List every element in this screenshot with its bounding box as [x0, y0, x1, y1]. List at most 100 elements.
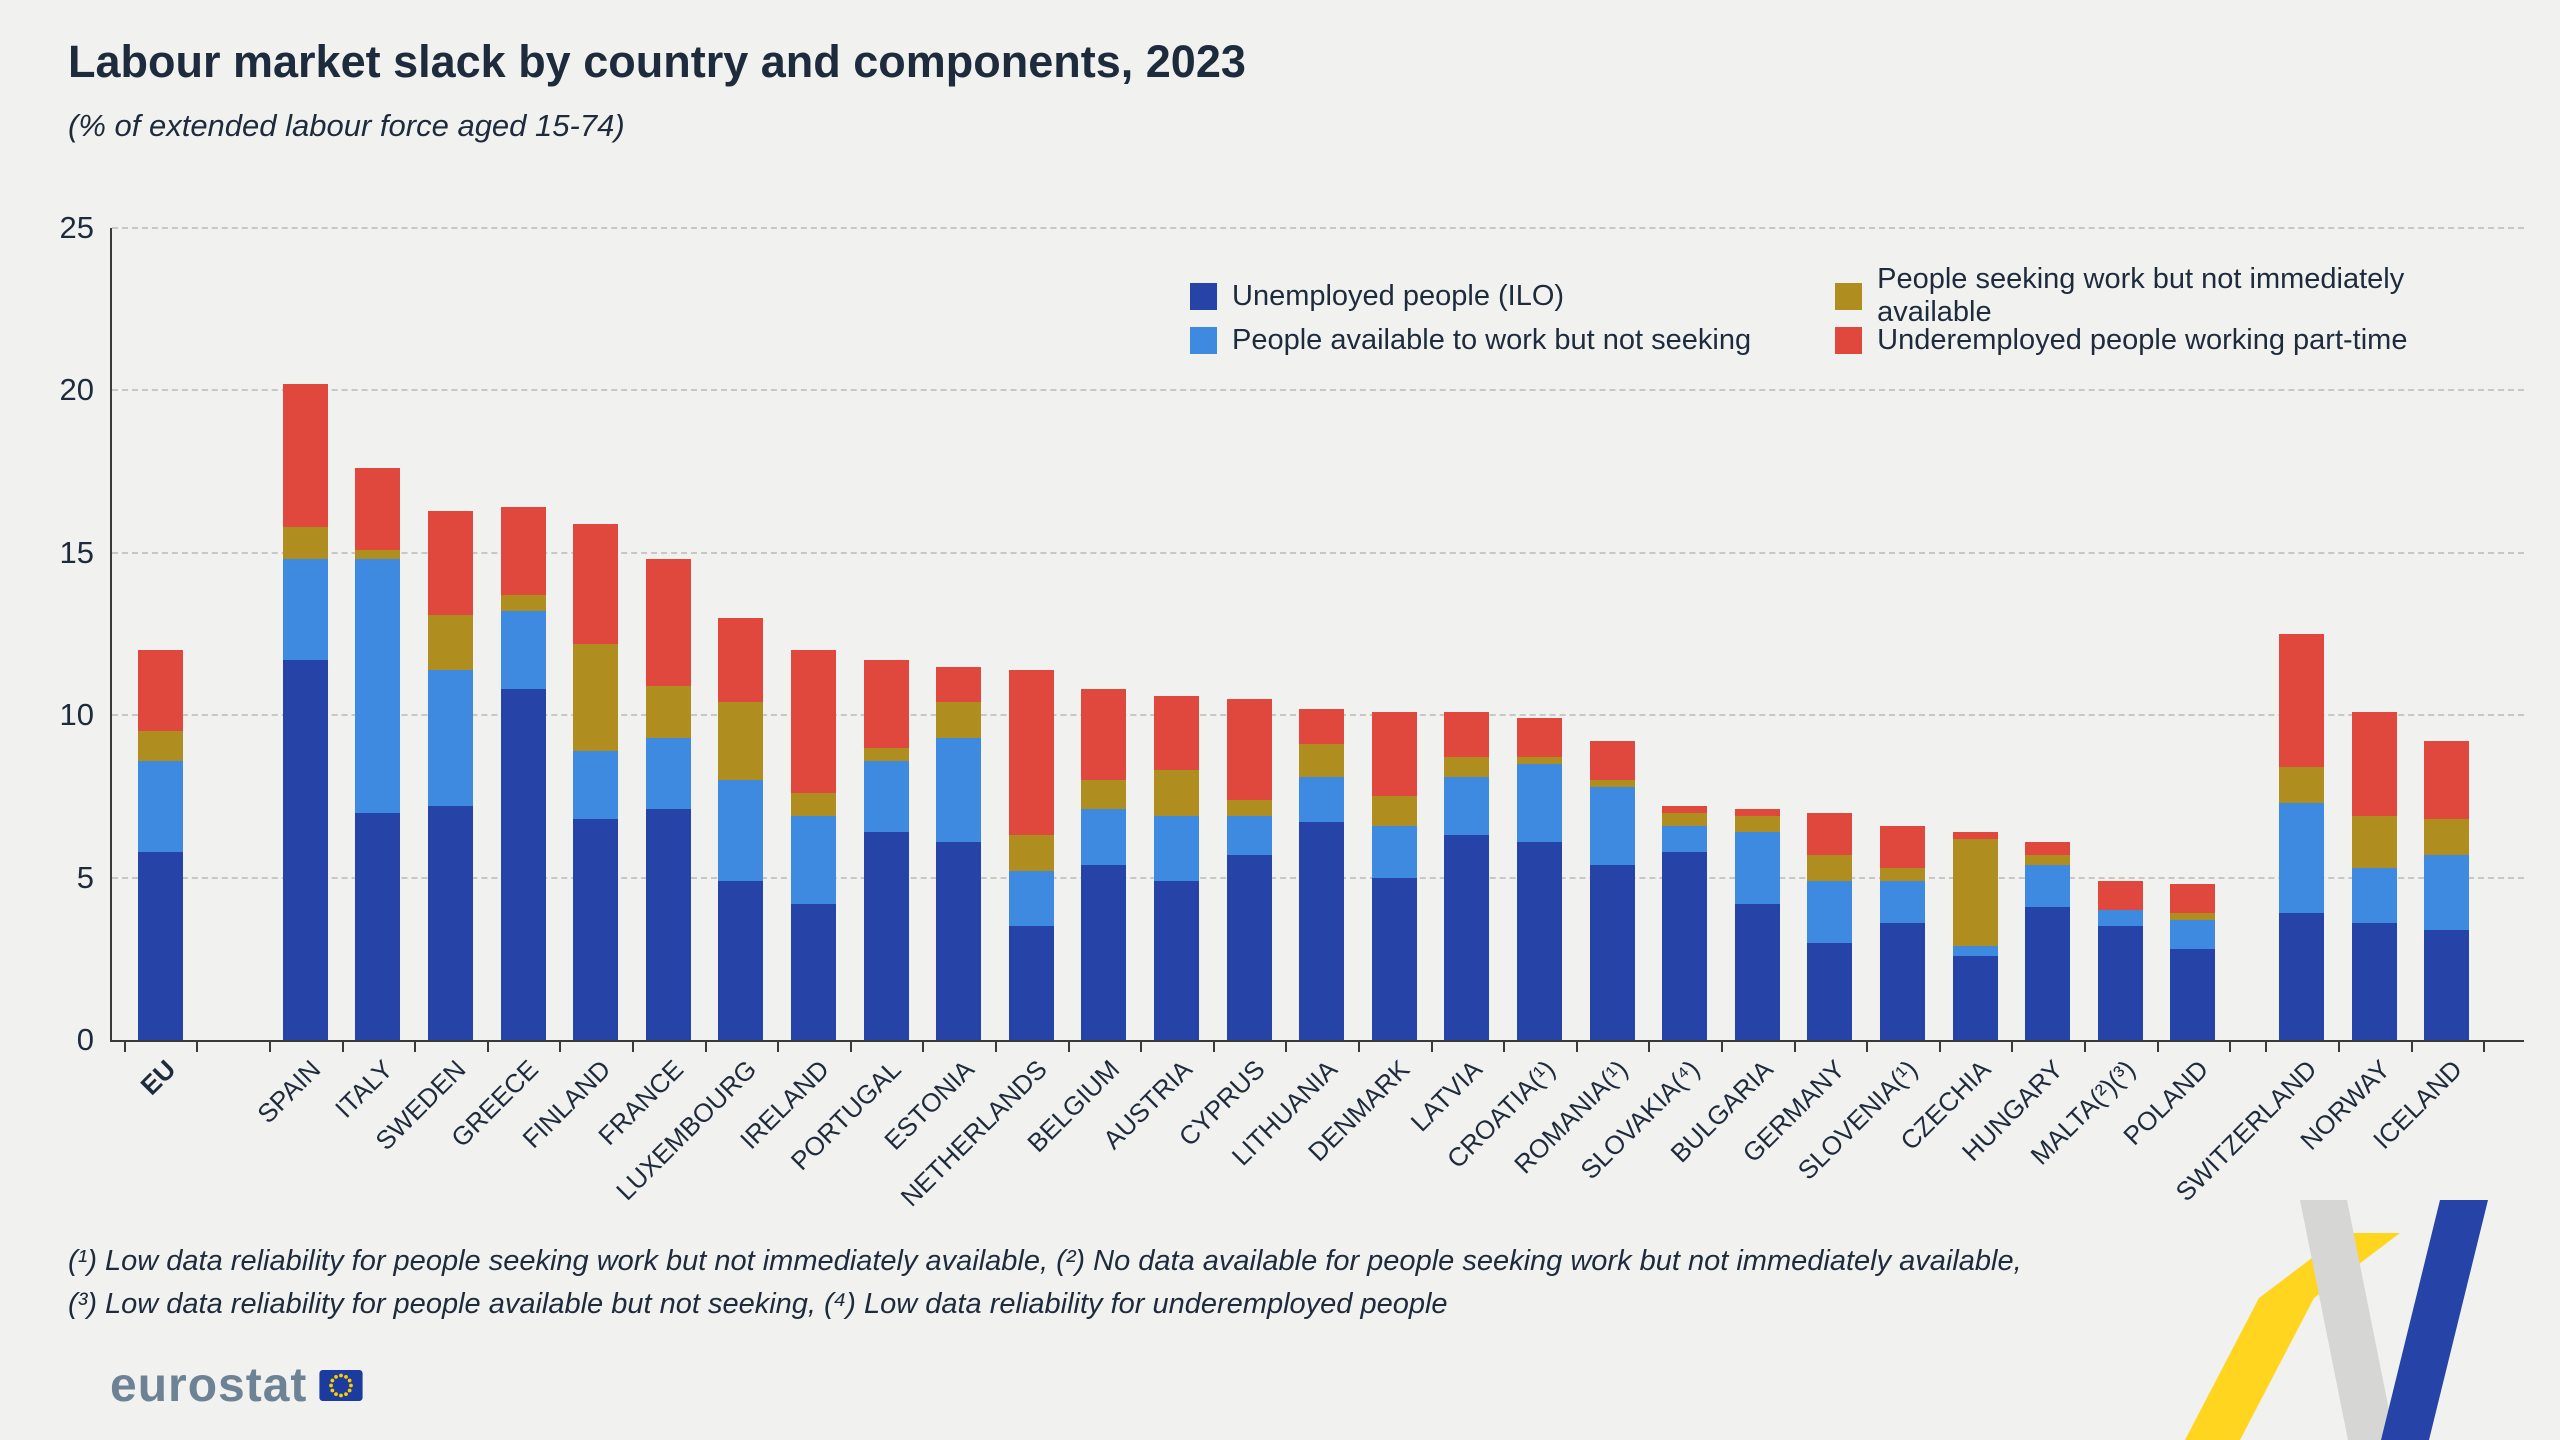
country-label: SPAIN: [251, 1054, 327, 1130]
bar-segment: [2279, 634, 2325, 768]
x-axis-tick: [1357, 1042, 1360, 1052]
bar-segment: [863, 660, 909, 748]
bar-segment: [2424, 819, 2470, 855]
x-axis-tick: [2229, 1042, 2232, 1052]
y-axis-tick-label: 15: [59, 534, 94, 570]
chart-title: Labour market slack by country and compo…: [68, 36, 1246, 87]
x-axis-tick: [1140, 1042, 1143, 1052]
bar-segment: [1226, 698, 1272, 800]
bar-segment: [790, 815, 836, 904]
x-axis-tick: [1793, 1042, 1796, 1052]
bar-segment: [645, 686, 691, 738]
bar-segment: [2351, 923, 2397, 1040]
bar-segment: [1153, 880, 1199, 1040]
bar-segment: [2279, 767, 2325, 803]
bar-segment: [863, 747, 909, 761]
x-axis-tick: [2410, 1042, 2413, 1052]
bar-iceland: [2424, 741, 2470, 1040]
bar-segment: [1008, 871, 1054, 927]
bar-segment: [1879, 825, 1925, 868]
bar-segment: [2170, 919, 2216, 950]
decorative-swoosh: [2185, 1200, 2488, 1440]
legend-item: Unemployed people (ILO): [1190, 274, 1751, 318]
legend-label: Underemployed people working part-time: [1877, 323, 2408, 356]
bar-segment: [1589, 864, 1635, 1040]
bar-segment: [1008, 835, 1054, 872]
x-axis-tick: [1503, 1042, 1506, 1052]
bar-segment: [427, 806, 473, 1040]
bar-segment: [1371, 796, 1417, 826]
bar-segment: [863, 832, 909, 1040]
bar-segment: [645, 809, 691, 1040]
gridline: [112, 227, 2524, 229]
bar-segment: [1516, 718, 1562, 758]
bar-segment: [2424, 741, 2470, 820]
bar-latvia: [1444, 711, 1490, 1040]
bar-segment: [2351, 867, 2397, 924]
bar-segment: [1371, 825, 1417, 878]
bar-lithuania: [1299, 708, 1345, 1040]
bar-segment: [2097, 880, 2143, 911]
bar-segment: [137, 731, 183, 761]
bar-croatia: [1516, 718, 1562, 1040]
x-axis-tick: [849, 1042, 852, 1052]
bar-ireland: [790, 650, 836, 1040]
bar-segment: [500, 507, 546, 596]
bar-slovenia: [1879, 825, 1925, 1040]
bar-segment: [1081, 809, 1127, 865]
legend-item: Underemployed people working part-time: [1835, 318, 2524, 362]
bar-segment: [1952, 832, 1998, 839]
bar-segment: [936, 841, 982, 1040]
bar-segment: [2025, 864, 2071, 907]
bar-segment: [573, 523, 619, 644]
x-axis-tick: [414, 1042, 417, 1052]
legend-swatch-icon: [1835, 326, 1863, 354]
chart-legend: Unemployed people (ILO) People available …: [1190, 263, 2524, 362]
bar-segment: [1589, 741, 1635, 781]
bar-segment: [282, 559, 328, 660]
legend-item: People available to work but not seeking: [1190, 318, 1751, 362]
x-axis-tick: [486, 1042, 489, 1052]
bar-czechia: [1952, 832, 1998, 1040]
bar-segment: [1734, 832, 1780, 904]
bar-segment: [282, 526, 328, 560]
x-axis-tick: [2156, 1042, 2159, 1052]
bar-sweden: [427, 510, 473, 1040]
bar-segment: [2424, 854, 2470, 930]
x-axis-tick: [777, 1042, 780, 1052]
bar-luxembourg: [718, 617, 764, 1040]
x-axis-tick: [123, 1042, 126, 1052]
bar-segment: [355, 549, 401, 560]
bar-segment: [1589, 780, 1635, 787]
legend-swatch-icon: [1835, 282, 1863, 310]
bar-netherlands: [1008, 669, 1054, 1040]
legend-label: Unemployed people (ILO): [1232, 279, 1565, 312]
bar-segment: [1153, 695, 1199, 771]
legend-swatch-icon: [1190, 282, 1217, 310]
x-axis-tick: [704, 1042, 707, 1052]
bar-segment: [645, 559, 691, 686]
bar-segment: [1226, 799, 1272, 816]
bar-segment: [2097, 910, 2143, 927]
y-axis-tick-label: 20: [59, 372, 94, 408]
bar-segment: [282, 383, 328, 527]
bar-hungary: [2025, 841, 2071, 1040]
legend-label: People seeking work but not immediately …: [1877, 263, 2405, 328]
bar-malta: [2097, 880, 2143, 1040]
bar-segment: [500, 611, 546, 690]
x-axis-tick: [341, 1042, 344, 1052]
bar-segment: [2424, 929, 2470, 1040]
bar-segment: [1371, 712, 1417, 797]
legend-swatch-icon: [1190, 326, 1217, 354]
eu-flag-icon: [319, 1370, 363, 1401]
bar-denmark: [1371, 712, 1417, 1040]
chart-subtitle: (% of extended labour force aged 15-74): [68, 108, 625, 143]
bar-segment: [1516, 757, 1562, 764]
bar-segment: [936, 702, 982, 738]
y-axis-tick-label: 0: [76, 1022, 94, 1057]
bar-switzerland: [2279, 634, 2325, 1040]
bar-segment: [2025, 906, 2071, 1040]
bar-segment: [790, 650, 836, 794]
bar-segment: [427, 669, 473, 807]
